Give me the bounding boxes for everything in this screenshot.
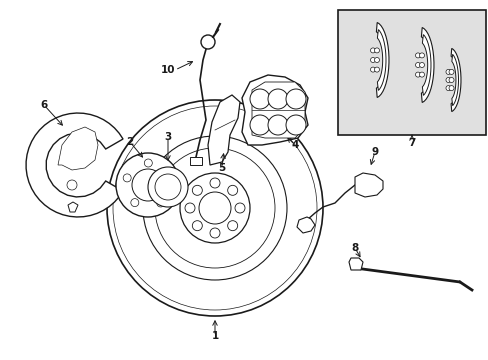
Circle shape bbox=[374, 58, 379, 63]
Circle shape bbox=[249, 115, 269, 135]
Circle shape bbox=[445, 86, 450, 91]
Bar bbox=[337, 10, 485, 135]
Polygon shape bbox=[26, 113, 123, 217]
Circle shape bbox=[374, 67, 379, 72]
Polygon shape bbox=[58, 127, 98, 170]
Circle shape bbox=[180, 173, 249, 243]
Circle shape bbox=[249, 89, 269, 109]
Polygon shape bbox=[354, 173, 382, 197]
Circle shape bbox=[116, 153, 180, 217]
Text: 1: 1 bbox=[211, 331, 218, 341]
Polygon shape bbox=[348, 258, 362, 270]
Circle shape bbox=[445, 69, 450, 75]
Circle shape bbox=[448, 86, 453, 91]
Polygon shape bbox=[450, 48, 460, 112]
Polygon shape bbox=[68, 202, 78, 212]
Polygon shape bbox=[451, 54, 458, 106]
Circle shape bbox=[370, 58, 375, 63]
Circle shape bbox=[131, 199, 139, 207]
Circle shape bbox=[209, 178, 220, 188]
Text: 5: 5 bbox=[218, 163, 225, 173]
Circle shape bbox=[107, 100, 323, 316]
Circle shape bbox=[144, 159, 152, 167]
Circle shape bbox=[142, 136, 286, 280]
Circle shape bbox=[267, 115, 287, 135]
Text: 6: 6 bbox=[41, 100, 47, 110]
Circle shape bbox=[67, 180, 77, 190]
Circle shape bbox=[156, 199, 164, 207]
Polygon shape bbox=[207, 95, 240, 165]
Circle shape bbox=[285, 89, 305, 109]
Circle shape bbox=[419, 72, 424, 77]
Bar bbox=[190, 157, 202, 165]
Text: 7: 7 bbox=[407, 138, 415, 148]
Text: 9: 9 bbox=[371, 147, 378, 157]
Circle shape bbox=[123, 174, 131, 182]
Text: 3: 3 bbox=[164, 132, 171, 142]
Circle shape bbox=[201, 35, 215, 49]
Circle shape bbox=[267, 89, 287, 109]
Circle shape bbox=[164, 175, 173, 183]
Polygon shape bbox=[421, 27, 433, 103]
Circle shape bbox=[227, 221, 237, 231]
Circle shape bbox=[113, 106, 316, 310]
Circle shape bbox=[370, 67, 375, 72]
Circle shape bbox=[155, 174, 181, 200]
Polygon shape bbox=[251, 82, 305, 138]
Circle shape bbox=[415, 72, 420, 77]
Circle shape bbox=[419, 53, 424, 58]
Text: 8: 8 bbox=[351, 243, 358, 253]
Circle shape bbox=[132, 169, 163, 201]
Circle shape bbox=[419, 63, 424, 68]
Circle shape bbox=[445, 77, 450, 82]
Circle shape bbox=[227, 185, 237, 195]
Circle shape bbox=[192, 185, 202, 195]
Polygon shape bbox=[376, 22, 388, 98]
Circle shape bbox=[184, 203, 195, 213]
Circle shape bbox=[155, 148, 274, 268]
Circle shape bbox=[374, 48, 379, 53]
Circle shape bbox=[370, 48, 375, 53]
Circle shape bbox=[415, 53, 420, 58]
Circle shape bbox=[235, 203, 244, 213]
Circle shape bbox=[448, 77, 453, 82]
Text: 10: 10 bbox=[160, 65, 175, 75]
Text: 4: 4 bbox=[291, 140, 298, 150]
Polygon shape bbox=[377, 30, 385, 90]
Circle shape bbox=[192, 221, 202, 231]
Circle shape bbox=[285, 115, 305, 135]
Text: 2: 2 bbox=[126, 137, 133, 147]
Circle shape bbox=[448, 69, 453, 75]
Polygon shape bbox=[242, 75, 307, 145]
Circle shape bbox=[199, 192, 230, 224]
Polygon shape bbox=[422, 35, 430, 95]
Circle shape bbox=[148, 167, 187, 207]
Circle shape bbox=[415, 63, 420, 68]
Polygon shape bbox=[296, 217, 314, 233]
Circle shape bbox=[209, 228, 220, 238]
